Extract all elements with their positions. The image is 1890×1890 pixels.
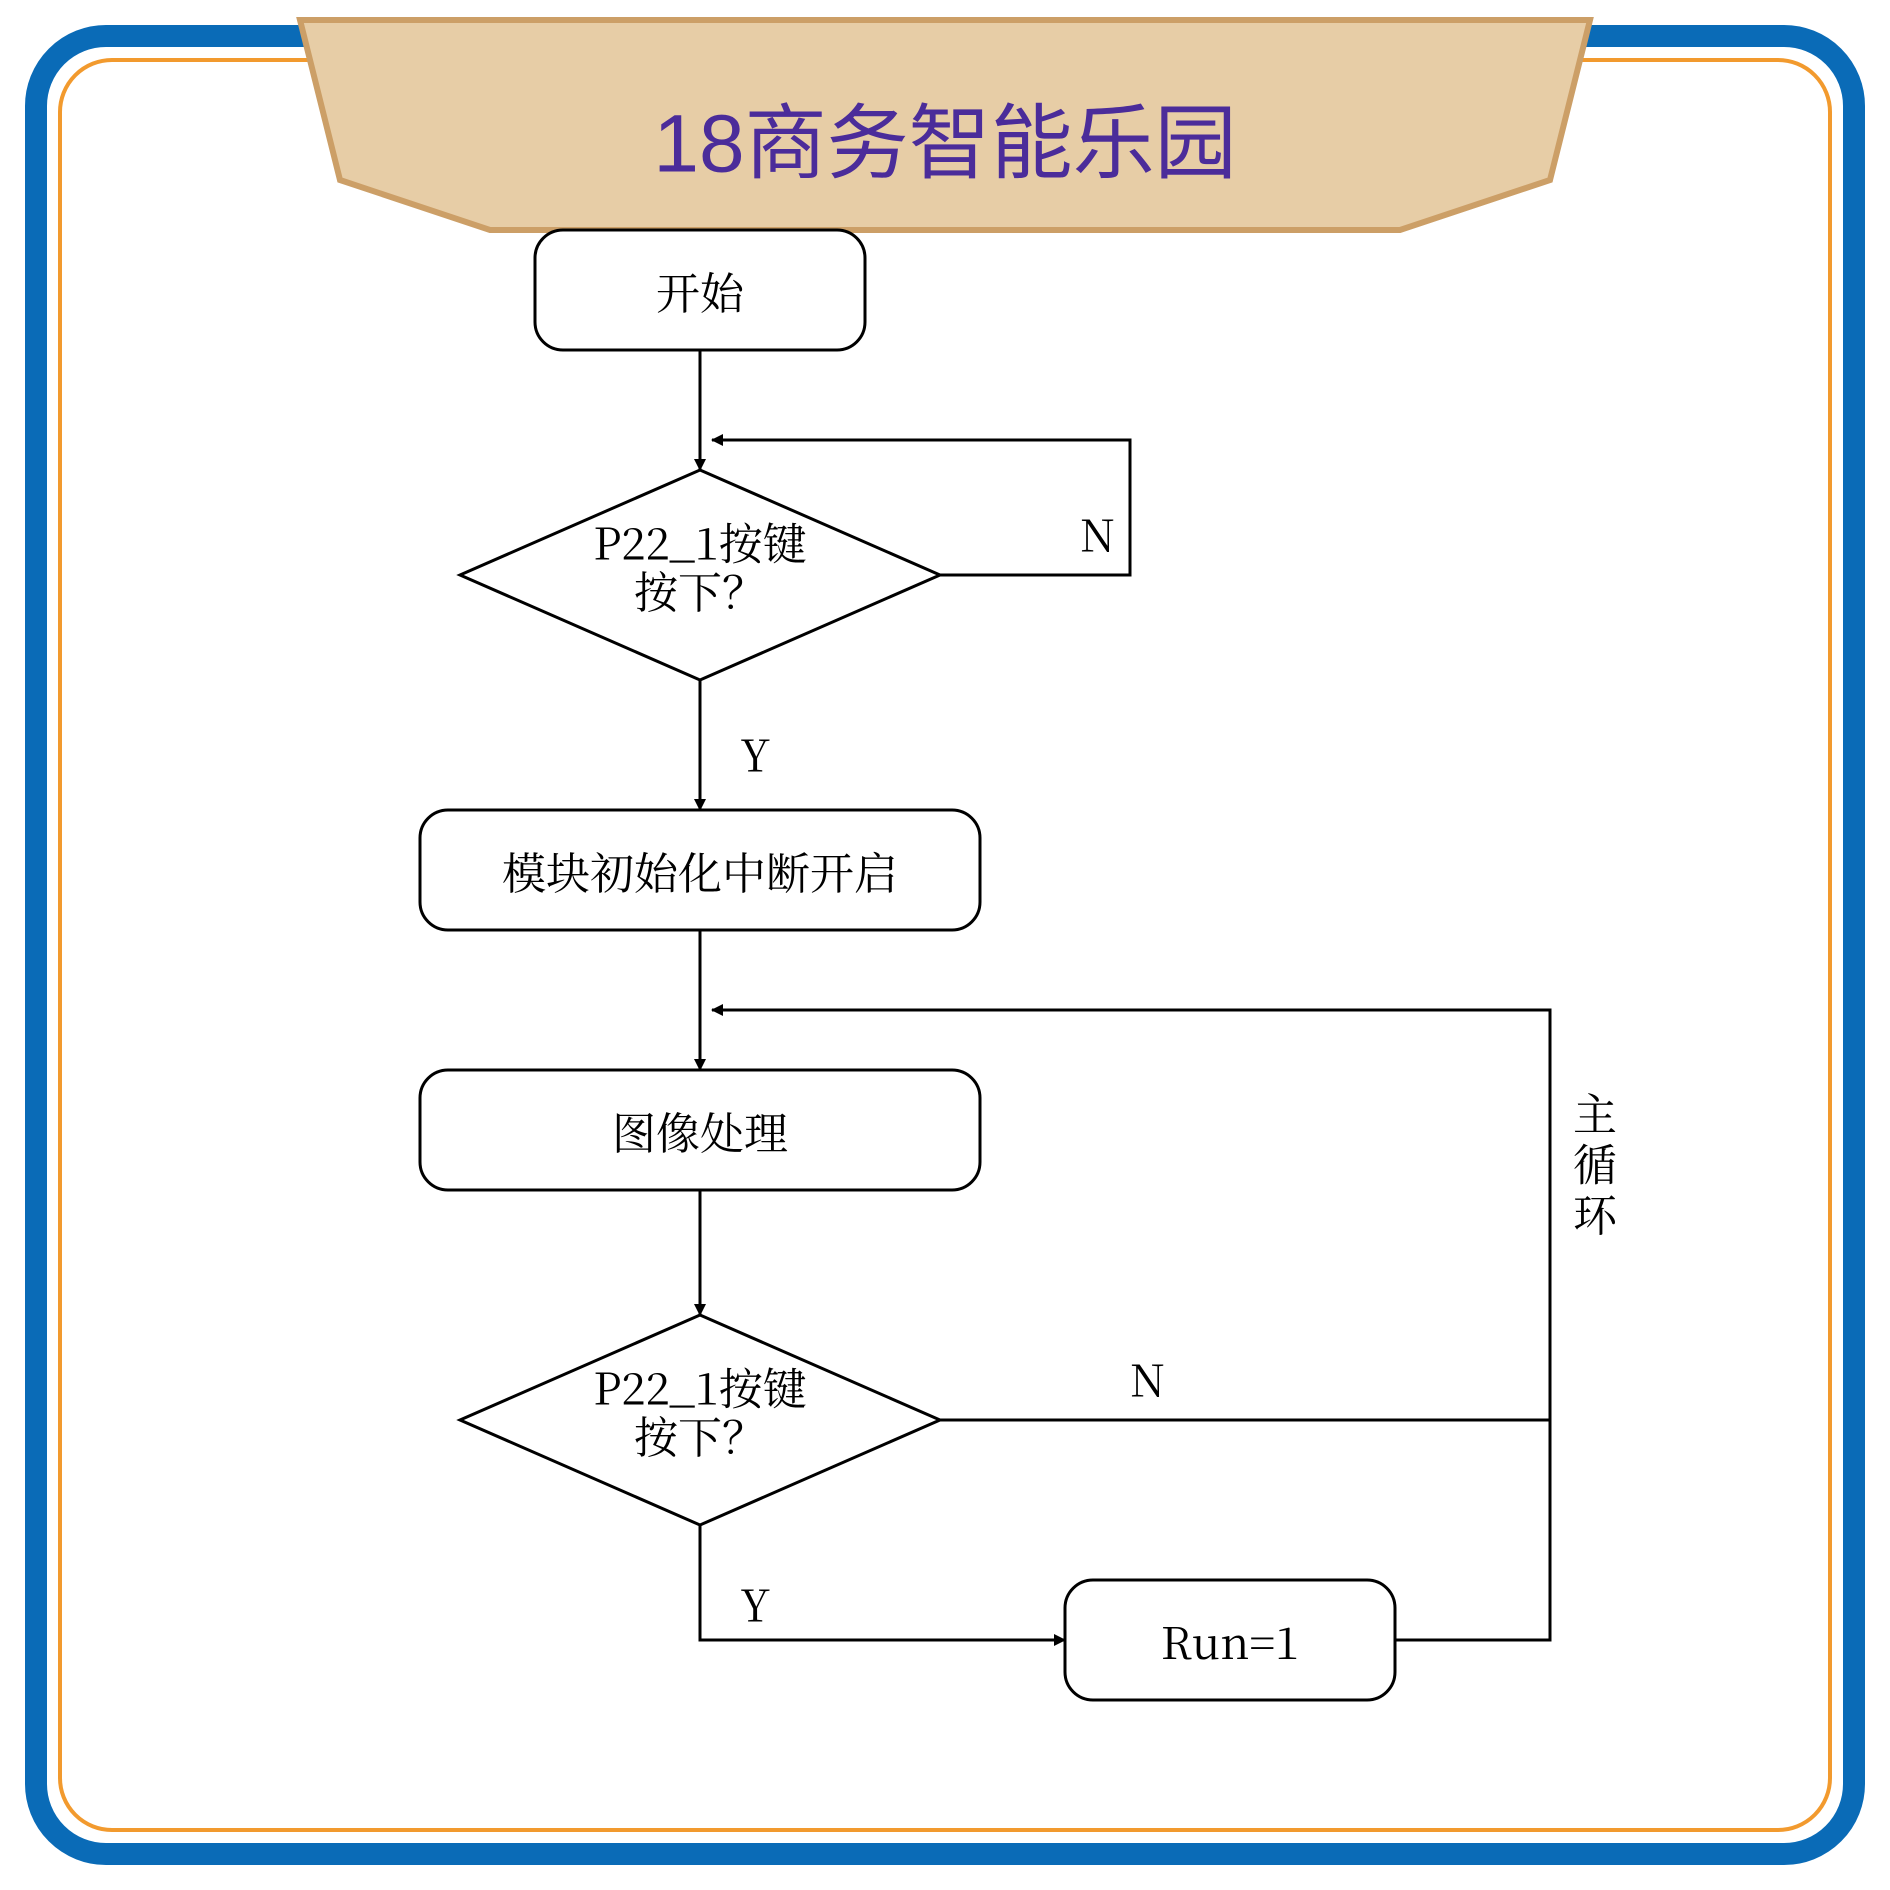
title-banner: 18商务智能乐园 <box>300 20 1590 230</box>
outer-frame <box>36 36 1854 1854</box>
edge-label: N <box>1130 1345 1165 1409</box>
node-label: Run=1 <box>1161 1608 1299 1672</box>
edge-label: Y <box>740 720 770 784</box>
page-title: 18商务智能乐园 <box>653 99 1236 190</box>
node-label: 图像处理 <box>612 1098 788 1162</box>
edge-label: N <box>1080 500 1115 564</box>
edge-label: Y <box>740 1570 770 1634</box>
node-label: 开始 <box>656 258 746 322</box>
side-label: 主循环 <box>1573 1079 1619 1244</box>
node-label: 模块初始化中断开启 <box>502 838 898 902</box>
